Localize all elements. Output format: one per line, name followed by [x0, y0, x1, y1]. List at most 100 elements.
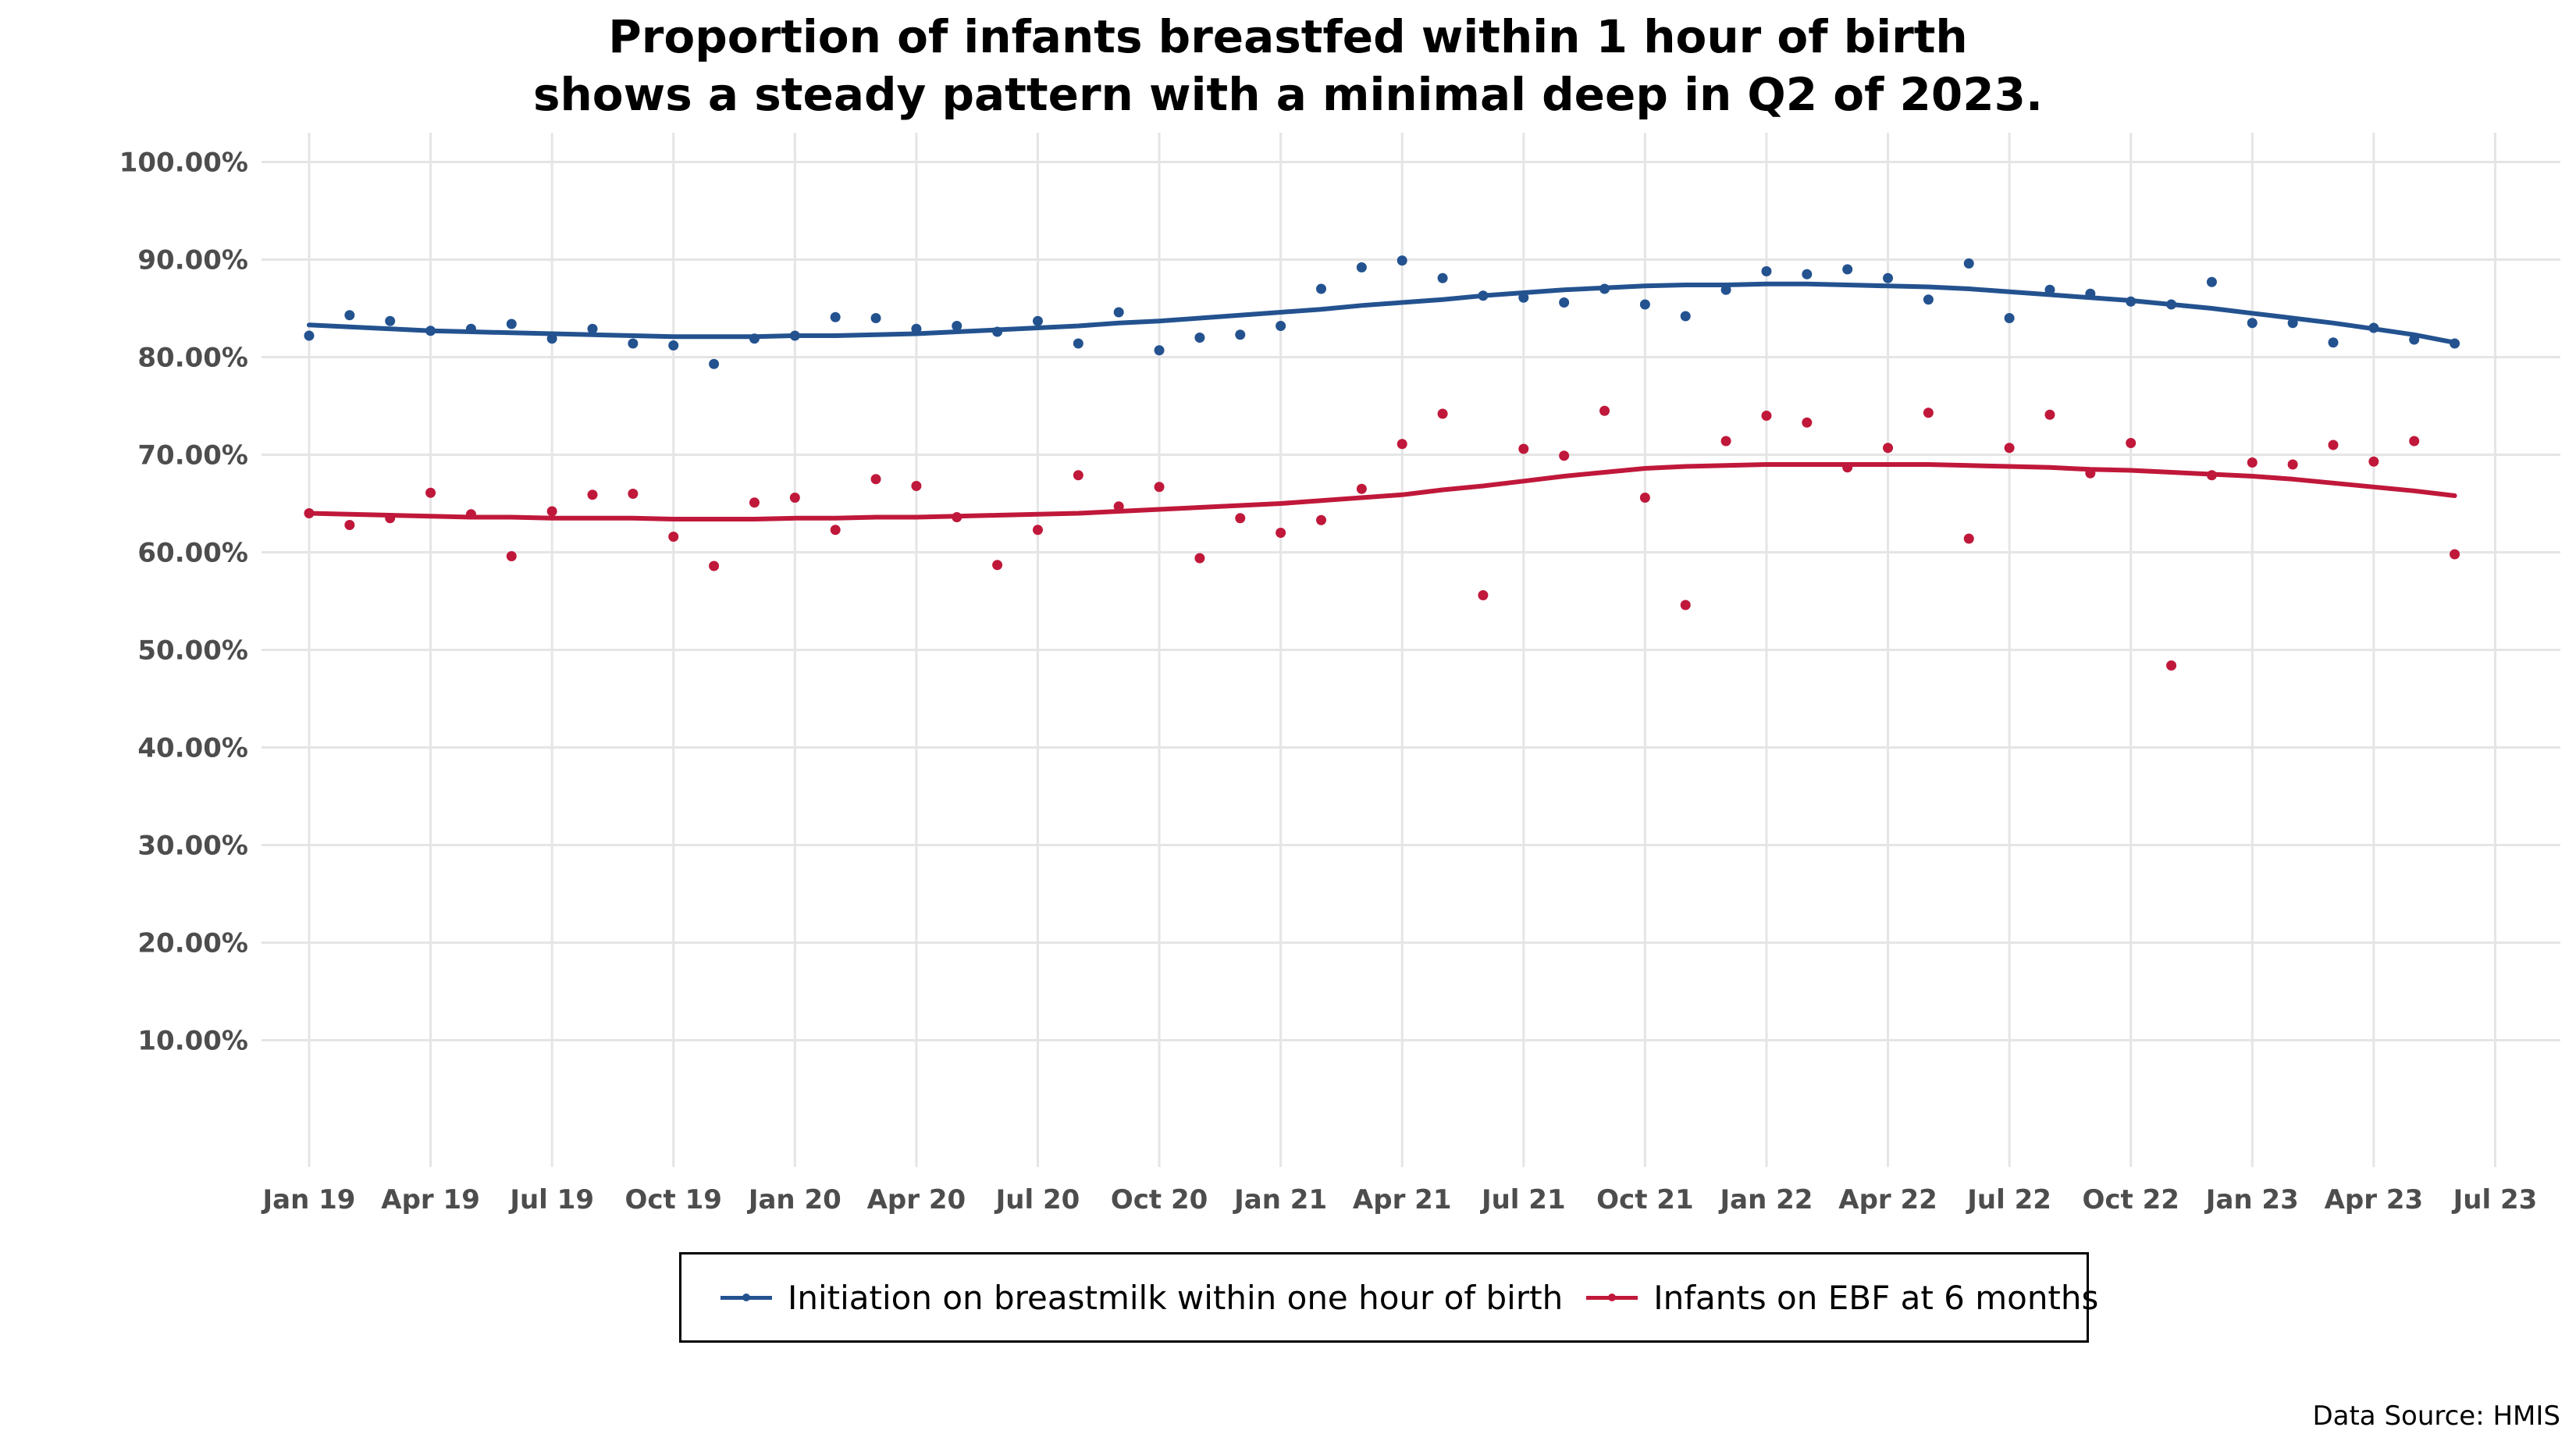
series-1-point-jan-21 — [1276, 528, 1286, 538]
series-0-point-may-19 — [465, 323, 476, 334]
chart-title-line-1: Proportion of infants breastfed within 1… — [608, 10, 1968, 63]
grid-layer — [262, 133, 2560, 1167]
series-1-point-feb-20 — [830, 525, 841, 536]
series-1-point-jun-23 — [2450, 549, 2460, 560]
series-0-point-oct-22 — [2126, 296, 2137, 307]
y-tick-label-1: 20.00% — [137, 928, 248, 959]
series-1-point-jul-21 — [1518, 443, 1529, 454]
x-tick-label-2: Jul 19 — [508, 1184, 594, 1215]
series-0-point-mar-19 — [385, 315, 396, 326]
series-1-point-jan-20 — [789, 493, 800, 503]
series-0-point-oct-21 — [1639, 299, 1650, 310]
series-0-point-jan-19 — [304, 330, 315, 341]
chart-title: Proportion of infants breastfed within 1… — [0, 8, 2576, 123]
series-1-point-may-22 — [1923, 407, 1934, 418]
series-1-point-aug-22 — [2044, 409, 2055, 420]
chart-plot-area: 10.00% 20.00% 30.00% 40.00% 50.00% 60.00% 70.0… — [119, 133, 2560, 1215]
series-0-point-mar-22 — [1842, 264, 1853, 275]
series-1-point-may-19 — [465, 509, 476, 520]
x-axis-tick-labels: Jan 19 Apr 19 Jul 19 Oct 19 Jan 20 Apr 20 Jul … — [262, 1184, 2538, 1215]
y-tick-label-5: 60.00% — [137, 538, 248, 569]
series-0-point-may-21 — [1437, 272, 1448, 283]
series-0-point-may-20 — [952, 321, 962, 331]
y-tick-label-6: 70.00% — [137, 440, 248, 472]
x-tick-label-10: Jul 21 — [1480, 1184, 1566, 1215]
series-1-point-jun-20 — [992, 560, 1003, 571]
series-1-point-jun-21 — [1478, 590, 1489, 600]
x-tick-label-17: Apr 23 — [2325, 1184, 2424, 1215]
legend-key-initiation — [720, 1288, 772, 1307]
series-1-point-jul-22 — [2004, 443, 2015, 454]
series-0-point-jan-22 — [1761, 266, 1772, 276]
series-0-point-mar-23 — [2328, 337, 2339, 348]
series-1-point-dec-19 — [749, 497, 760, 508]
legend-label-ebf: Infants on EBF at 6 months — [1653, 1278, 2099, 1317]
x-tick-label-6: Jul 20 — [994, 1184, 1080, 1215]
series-1-point-apr-23 — [2368, 456, 2379, 467]
series-1-point-nov-22 — [2166, 660, 2177, 671]
series-0-point-nov-20 — [1194, 333, 1205, 343]
series-1-point-nov-21 — [1680, 600, 1691, 610]
series-1-point-mar-22 — [1842, 462, 1853, 473]
y-tick-label-9: 100.00% — [119, 148, 248, 179]
series-1-point-sep-20 — [1113, 501, 1124, 512]
series-0-point-jun-20 — [992, 326, 1003, 337]
series-1-point-aug-19 — [587, 489, 598, 500]
series-1-point-mar-23 — [2328, 440, 2339, 450]
y-tick-label-8: 90.00% — [137, 245, 248, 276]
x-tick-label-8: Jan 21 — [1233, 1184, 1327, 1215]
series-1-point-may-20 — [952, 512, 962, 522]
y-axis-tick-labels: 10.00% 20.00% 30.00% 40.00% 50.00% 60.00% 70.0… — [119, 148, 248, 1057]
series-0-point-jun-19 — [506, 319, 517, 329]
series-0-point-sep-21 — [1599, 283, 1610, 294]
series-1-point-oct-20 — [1154, 482, 1165, 493]
series-0-point-feb-22 — [1802, 269, 1813, 279]
series-1-point-jan-19 — [304, 508, 315, 518]
data-source-caption: Data Source: HMIS — [2312, 1400, 2560, 1432]
series-0-point-oct-20 — [1154, 345, 1165, 356]
series-0 — [304, 255, 2460, 369]
x-tick-label-4: Jan 20 — [747, 1184, 841, 1215]
series-0-point-feb-19 — [344, 310, 355, 321]
series-0-trend-line — [307, 281, 2457, 345]
y-tick-label-2: 30.00% — [137, 831, 248, 862]
x-tick-label-15: Oct 22 — [2082, 1184, 2179, 1215]
legend-item-ebf: Infants on EBF at 6 months — [1586, 1279, 2098, 1317]
series-0-point-may-22 — [1923, 294, 1934, 305]
x-tick-label-13: Apr 22 — [1838, 1184, 1937, 1215]
legend: Initiation on breastmilk within one hour… — [679, 1252, 2098, 1343]
series-0-point-aug-20 — [1073, 338, 1083, 349]
legend-key-ebf — [1586, 1288, 1638, 1307]
series-1-point-aug-21 — [1559, 450, 1570, 461]
series-0-point-apr-23 — [2368, 322, 2379, 333]
series-0-point-apr-21 — [1397, 255, 1407, 266]
series-0-point-jun-21 — [1478, 290, 1489, 301]
series-1-point-feb-19 — [344, 520, 355, 530]
series-1-point-sep-19 — [628, 489, 639, 499]
series-1-point-aug-20 — [1073, 470, 1083, 481]
series-1-point-dec-20 — [1235, 513, 1246, 524]
series-0-point-sep-19 — [628, 338, 639, 349]
series-0-point-dec-22 — [2206, 276, 2217, 287]
series-0-point-sep-20 — [1113, 307, 1124, 318]
series-1-point-may-21 — [1437, 408, 1448, 419]
x-tick-label-3: Oct 19 — [625, 1184, 722, 1215]
series-1-point-apr-20 — [911, 481, 922, 491]
series-0-point-mar-20 — [870, 313, 881, 323]
series-0-point-aug-22 — [2044, 284, 2055, 295]
x-tick-label-14: Jul 22 — [1966, 1184, 2051, 1215]
series-0-point-jul-20 — [1032, 315, 1043, 326]
y-tick-label-3: 40.00% — [137, 733, 248, 764]
series-1-point-feb-23 — [2287, 459, 2298, 470]
chart-title-line-2: shows a steady pattern with a minimal de… — [532, 68, 2044, 121]
series-1-point-apr-22 — [1883, 443, 1894, 454]
series-0-point-apr-19 — [425, 326, 436, 336]
series-0-point-jan-20 — [789, 330, 800, 341]
series-1-trend-line — [307, 462, 2457, 521]
x-tick-label-11: Oct 21 — [1596, 1184, 1693, 1215]
series-0-point-dec-21 — [1720, 284, 1731, 295]
x-tick-label-12: Jan 22 — [1718, 1184, 1813, 1215]
series-1 — [304, 405, 2460, 671]
series-1-point-oct-19 — [668, 532, 679, 542]
x-tick-label-5: Apr 20 — [867, 1184, 966, 1215]
